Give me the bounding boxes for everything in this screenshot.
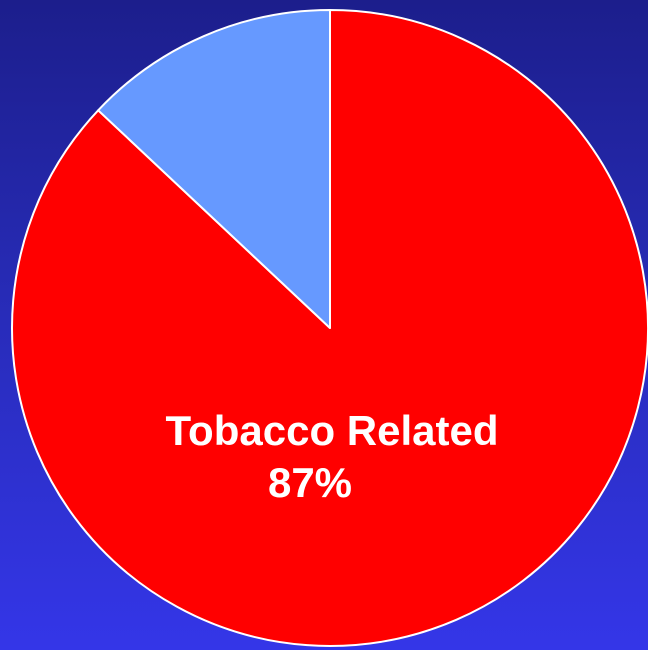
- pie-slices: [11, 9, 648, 647]
- pie-slice-other: [97, 9, 331, 329]
- slice-label-tobacco-related: Tobacco Related: [166, 407, 499, 454]
- slice-value-tobacco-related: 87%: [268, 459, 352, 506]
